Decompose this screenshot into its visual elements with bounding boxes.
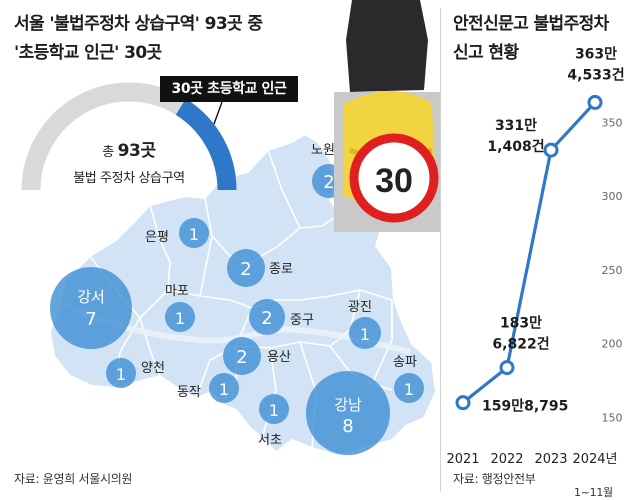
bubble-yongsan-count: 2	[236, 347, 247, 368]
bubble-eunpyeong-count: 1	[189, 225, 199, 244]
speed-sign-text: 30	[375, 162, 413, 200]
gauge-center-text: 총 93곳 불법 주정차 상습구역	[40, 138, 218, 192]
label-seocho: 서초	[258, 433, 282, 448]
data-point	[499, 360, 515, 376]
bubble-gwangjin-count: 1	[360, 325, 370, 344]
bubble-seocho	[259, 394, 289, 424]
bubble-gwangjin	[349, 317, 381, 349]
data-label: 6,822건	[492, 336, 549, 353]
bubble-eunpyeong	[179, 218, 209, 248]
data-label: 183만	[500, 316, 542, 332]
data-point	[455, 395, 471, 411]
bubble-dongjak	[209, 373, 239, 403]
x-tick-label: 2023	[534, 452, 567, 467]
gauge	[21, 82, 237, 191]
label-yongsan: 용산	[267, 350, 291, 365]
label-jung: 중구	[290, 313, 314, 328]
callout-label: 30곳 초등학교 인근	[160, 76, 298, 102]
y-tick-label: 200	[602, 338, 623, 351]
chart-footnote: 1~11월	[574, 486, 613, 499]
bubble-gangnam-count: 8	[342, 416, 353, 437]
right-title-line-1: 안전신문고 불법주정차	[453, 14, 609, 34]
bubble-gangseo-count: 7	[85, 309, 96, 330]
data-label: 4,533건	[567, 66, 624, 83]
data-label: 159만8,795	[482, 399, 568, 415]
bubble-mapo	[165, 302, 195, 332]
left-title: 서울 '불법주정차 상습구역' 93곳 중 '초등학교 인근' 30곳	[14, 10, 314, 68]
speed-sign-ring	[349, 133, 439, 223]
right-title: 안전신문고 불법주정차 신고 현황	[453, 10, 609, 68]
child-photo: 30	[334, 0, 440, 232]
gauge-total: 총 93곳	[40, 138, 218, 166]
left-title-line-1: 서울 '불법주정차 상습구역' 93곳 중	[14, 14, 263, 34]
callout-pointer	[213, 101, 223, 125]
bubble-yongsan	[223, 337, 261, 375]
bubble-yangcheon	[106, 358, 136, 388]
panel-divider	[440, 8, 441, 492]
x-tick-label: 2022	[490, 452, 523, 467]
bubble-mapo-count: 1	[175, 309, 185, 328]
bubble-jung	[249, 299, 285, 335]
y-tick-label: 300	[602, 190, 623, 203]
data-label: 331만	[495, 118, 537, 134]
district-bubbles: 2 노원 1 은평 2 종로 1 마포 강서 7 2 중구 1 광진 1 양천 …	[50, 143, 424, 455]
data-point	[587, 94, 603, 110]
bubble-songpa-count: 1	[404, 380, 414, 399]
bubble-songpa	[394, 373, 424, 403]
series-line	[462, 101, 597, 404]
label-dongjak: 동작	[177, 385, 201, 400]
y-tick-label: 350	[602, 116, 623, 129]
label-gangseo: 강서	[77, 288, 105, 306]
data-label: 1,408건	[487, 138, 544, 155]
left-source: 자료: 윤영희 서울시의원	[14, 472, 133, 486]
bubble-dongjak-count: 1	[219, 380, 229, 399]
bubble-jung-count: 2	[261, 308, 272, 329]
right-source: 자료: 행정안전부	[453, 472, 536, 486]
gauge-total-value: 93곳	[117, 141, 157, 161]
child-hair	[346, 0, 428, 92]
left-title-line-2: '초등학교 인근' 30곳	[14, 43, 162, 63]
bubble-jongno	[227, 249, 265, 287]
label-jongno: 종로	[269, 262, 293, 277]
data-label: 363만	[575, 46, 617, 62]
right-title-line-2: 신고 현황	[453, 43, 519, 63]
bubble-yangcheon-count: 1	[116, 365, 126, 384]
label-nowon: 노원	[311, 143, 335, 158]
bubble-seocho-count: 1	[269, 401, 279, 420]
x-tick-label: 2021	[446, 452, 479, 467]
y-tick-label: 250	[602, 264, 623, 277]
label-gangnam: 강남	[334, 396, 362, 414]
bubble-gangnam	[306, 371, 390, 455]
data-point	[543, 142, 559, 158]
label-songpa: 송파	[393, 355, 417, 370]
label-eunpyeong: 은평	[145, 230, 169, 245]
y-tick-label: 150	[602, 411, 623, 424]
gauge-highlight	[175, 98, 237, 191]
label-mapo: 마포	[165, 284, 189, 299]
label-gwangjin: 광진	[348, 300, 372, 315]
label-yangcheon: 양천	[141, 361, 165, 376]
gauge-total-prefix: 총	[102, 145, 114, 160]
x-tick-label: 2024년	[572, 452, 617, 467]
bubble-nowon-count: 2	[323, 172, 334, 193]
bubble-jongno-count: 2	[240, 259, 251, 280]
gauge-track	[21, 82, 186, 191]
gauge-total-caption: 불법 주정차 상습구역	[73, 171, 185, 186]
bubble-gangseo	[50, 267, 132, 349]
